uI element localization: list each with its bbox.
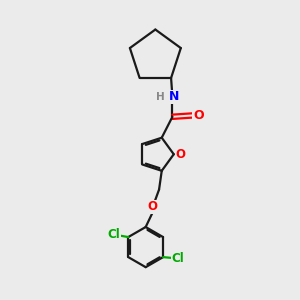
Text: O: O xyxy=(147,200,158,213)
Text: O: O xyxy=(193,109,204,122)
Text: N: N xyxy=(169,90,179,103)
Text: H: H xyxy=(156,92,165,102)
Text: Cl: Cl xyxy=(107,228,120,241)
Text: O: O xyxy=(176,148,185,161)
Text: Cl: Cl xyxy=(171,252,184,265)
